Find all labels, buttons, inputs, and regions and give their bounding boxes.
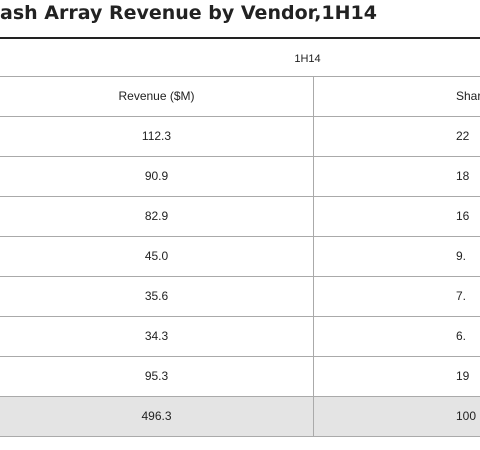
column-divider	[313, 77, 314, 437]
table-cell: 82.9	[144, 209, 169, 223]
table-cell: 16	[456, 209, 470, 223]
table-cell: 18	[456, 169, 470, 183]
table-cell: 496.3	[141, 409, 172, 423]
table-cell: 22	[456, 129, 470, 143]
table-cell: 90.9	[144, 169, 169, 183]
table-row: 82.9 16	[0, 197, 480, 237]
table-row: 35.6 7.	[0, 277, 480, 317]
table-row: 90.9 18	[0, 157, 480, 197]
table-cell: 45.0	[144, 249, 169, 263]
group-header-row: 1H14	[0, 37, 480, 77]
column-header: Shar	[456, 89, 480, 103]
table-cell: 35.6	[144, 289, 169, 303]
table-cell: 112.3	[141, 129, 172, 143]
group-header: 1H14	[294, 53, 321, 65]
table-cell: 6.	[456, 329, 467, 343]
table-row: 34.3 6.	[0, 317, 480, 357]
table-row: 45.0 9.	[0, 237, 480, 277]
table-cell: 7.	[456, 289, 467, 303]
column-header-row: Revenue ($M) Shar	[0, 77, 480, 117]
table-cell: 34.3	[144, 329, 169, 343]
column-header: Revenue ($M)	[118, 89, 195, 103]
table-row: 112.3 22	[0, 117, 480, 157]
total-row: 496.3 100	[0, 397, 480, 437]
table-cell: 9.	[456, 249, 467, 263]
table-cell: 95.3	[144, 369, 169, 383]
table-cell: 100	[456, 409, 477, 423]
title: ash Array Revenue by Vendor,1H14	[0, 2, 377, 24]
table-row: 95.3 19	[0, 357, 480, 397]
table-cell: 19	[456, 369, 470, 383]
